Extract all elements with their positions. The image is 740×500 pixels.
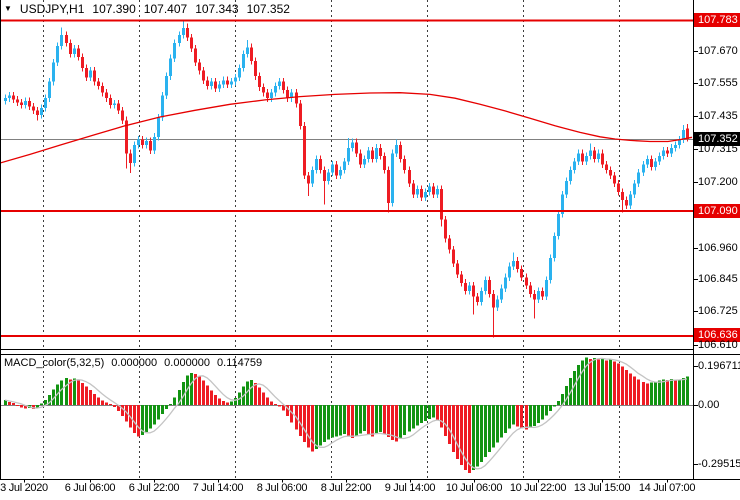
time-axis-label: 7 Jul 14:00 — [192, 482, 244, 494]
macd-value-2: 0.000000 — [164, 357, 211, 369]
level-price-label: 106.636 — [694, 328, 740, 342]
price-axis-label: 106.725 — [698, 305, 738, 317]
time-axis-label: 8 Jul 06:00 — [256, 482, 308, 494]
time-axis-label: 13 Jul 15:00 — [573, 482, 631, 494]
macd-value-3: 0.114759 — [217, 357, 263, 369]
price-axis-label: 106.845 — [698, 273, 738, 285]
macd-indicator-header: MACD_color(5,32,5) 0.000000 0.000000 0.1… — [4, 357, 262, 369]
chart-header: ▼ USDJPY,H1 107.390 107.407 107.343 107.… — [4, 2, 290, 16]
time-axis-label: 10 Jul 06:00 — [445, 482, 503, 494]
macd-axis-label: 0.00 — [698, 399, 720, 411]
price-axis-label: 107.555 — [698, 77, 738, 89]
time-axis-label: 6 Jul 06:00 — [64, 482, 116, 494]
current-price-label: 107.352 — [694, 132, 740, 146]
time-axis-label: 6 Jul 22:00 — [128, 482, 180, 494]
price-axis-label: 106.960 — [698, 242, 738, 254]
macd-axis-label: -0.295152 — [698, 458, 740, 470]
price-axis-label: 107.435 — [698, 110, 738, 122]
low-value: 107.343 — [195, 2, 239, 16]
macd-axis-label: 0.196711 — [698, 360, 740, 372]
time-axis-label: 14 Jul 07:00 — [638, 482, 696, 494]
time-axis-label: 8 Jul 22:00 — [320, 482, 372, 494]
time-axis-label: 10 Jul 22:00 — [509, 482, 567, 494]
open-value: 107.390 — [92, 2, 136, 16]
close-value: 107.352 — [246, 2, 290, 16]
time-axis-label: 9 Jul 14:00 — [384, 482, 436, 494]
symbol-dropdown-icon[interactable]: ▼ — [4, 4, 12, 13]
macd-name-label: MACD_color(5,32,5) — [4, 357, 105, 369]
price-axis-label: 106.610 — [698, 339, 738, 351]
symbol-timeframe-label: USDJPY,H1 — [19, 2, 85, 16]
macd-value-1: 0.000000 — [111, 357, 158, 369]
time-axis-label: 3 Jul 2020 — [0, 482, 48, 494]
price-axis-label: 107.315 — [698, 143, 738, 155]
level-price-label: 107.783 — [694, 13, 740, 27]
price-axis-label: 107.670 — [698, 45, 738, 57]
level-price-label: 107.090 — [694, 204, 740, 218]
high-value: 107.407 — [143, 2, 188, 16]
price-axis-label: 107.200 — [698, 176, 738, 188]
